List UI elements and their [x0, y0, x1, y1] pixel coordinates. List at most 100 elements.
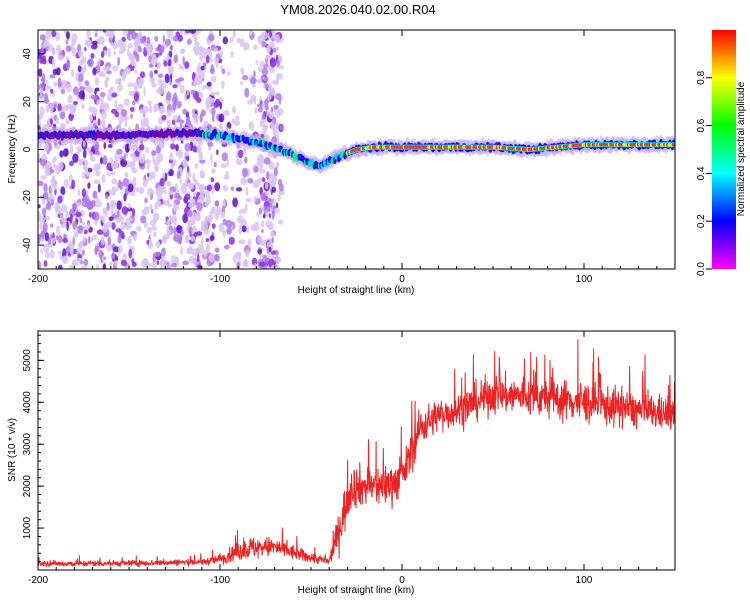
noise-blob	[92, 190, 98, 199]
noise-blob	[211, 107, 216, 116]
spectrogram-ylabel: Frequency (Hz)	[7, 115, 18, 184]
noise-blob	[166, 91, 172, 101]
noise-blob	[146, 172, 150, 177]
noise-blob	[241, 167, 248, 178]
noise-blob	[49, 223, 54, 228]
noise-blob	[175, 150, 178, 157]
noise-blob	[222, 218, 228, 226]
noise-blob	[195, 76, 203, 86]
noise-blob	[258, 207, 262, 215]
noise-blob	[209, 57, 213, 63]
noise-blob	[119, 181, 124, 191]
noise-blob	[163, 60, 168, 67]
noise-blob	[123, 46, 126, 52]
noise-blob	[107, 88, 113, 94]
noise-blob	[97, 183, 101, 193]
noise-blob	[206, 96, 213, 103]
noise-blob	[172, 204, 180, 211]
noise-blob	[168, 263, 172, 269]
noise-blob	[90, 94, 98, 100]
colorbar: 0.0 0.2 0.4 0.6 0.8 Normalized spectral ampl…	[696, 30, 747, 276]
noise-blob	[111, 222, 116, 230]
noise-blob	[209, 67, 215, 75]
noise-blob	[226, 158, 230, 167]
noise-blob	[73, 86, 79, 95]
noise-blob	[43, 40, 50, 47]
noise-blob	[170, 45, 173, 51]
noise-blob	[146, 227, 152, 234]
noise-blob	[146, 260, 150, 269]
noise-blob	[114, 152, 120, 162]
noise-blob	[60, 186, 66, 196]
noise-blob	[158, 73, 163, 78]
noise-blob	[266, 246, 270, 254]
noise-blob	[91, 40, 98, 45]
noise-blob	[264, 83, 269, 90]
noise-blob	[163, 199, 170, 206]
noise-blob	[156, 200, 162, 208]
noise-blob	[175, 144, 179, 152]
noise-blob	[121, 206, 129, 215]
colorbar-tick-label: 0.8	[696, 70, 707, 84]
noise-blob	[124, 187, 129, 196]
y-tick-label: 0	[22, 146, 33, 152]
noise-blob	[179, 119, 185, 124]
noise-blob	[135, 186, 140, 193]
noise-blob	[261, 113, 265, 120]
noise-blob	[218, 223, 225, 233]
noise-blob	[154, 69, 158, 74]
noise-blob	[221, 80, 225, 89]
noise-blob	[204, 190, 210, 198]
noise-blob	[243, 42, 246, 52]
noise-blob	[81, 249, 85, 256]
noise-blob	[177, 34, 183, 42]
noise-blob	[142, 179, 148, 188]
noise-blob	[277, 73, 281, 80]
noise-blob	[120, 221, 126, 231]
noise-blob	[158, 45, 165, 54]
noise-blob	[65, 210, 69, 219]
noise-blob	[186, 39, 192, 45]
y-tick-label: 1000	[22, 517, 33, 540]
noise-blob	[170, 262, 178, 268]
noise-blob	[96, 263, 100, 269]
noise-blob	[162, 236, 167, 244]
noise-blob	[192, 145, 198, 153]
noise-blob	[128, 145, 133, 150]
noise-blob	[111, 92, 118, 98]
noise-blob	[56, 225, 61, 235]
y-tick-label: 3000	[22, 433, 33, 456]
noise-blob	[246, 99, 254, 105]
noise-blob	[235, 115, 240, 121]
noise-blob	[143, 86, 146, 97]
noise-blob	[42, 192, 49, 200]
noise-blob	[155, 164, 159, 170]
noise-blob	[182, 213, 188, 224]
noise-blob	[180, 246, 184, 256]
noise-blob	[179, 84, 185, 94]
noise-blob	[50, 118, 53, 125]
noise-blob	[178, 114, 181, 122]
noise-blob	[140, 259, 148, 268]
noise-blob	[52, 163, 58, 169]
noise-blob	[276, 59, 280, 68]
noise-blob	[188, 182, 195, 190]
noise-blob	[185, 30, 191, 34]
noise-blob	[100, 102, 105, 110]
noise-blob	[148, 105, 153, 113]
noise-blob	[75, 211, 82, 218]
noise-blob	[104, 207, 108, 218]
noise-blob	[82, 165, 86, 170]
noise-blob	[70, 42, 75, 50]
noise-blob	[259, 96, 262, 102]
snr-ylabel: SNR (10 * v/v)	[7, 418, 18, 482]
noise-blob	[154, 36, 159, 42]
noise-blob	[261, 67, 269, 76]
noise-blob	[192, 109, 195, 117]
noise-blob	[215, 206, 222, 215]
noise-blob	[211, 168, 216, 174]
noise-blob	[223, 174, 230, 180]
noise-blob	[213, 161, 217, 168]
noise-blob	[200, 65, 205, 71]
x-tick-label: -200	[28, 575, 48, 586]
